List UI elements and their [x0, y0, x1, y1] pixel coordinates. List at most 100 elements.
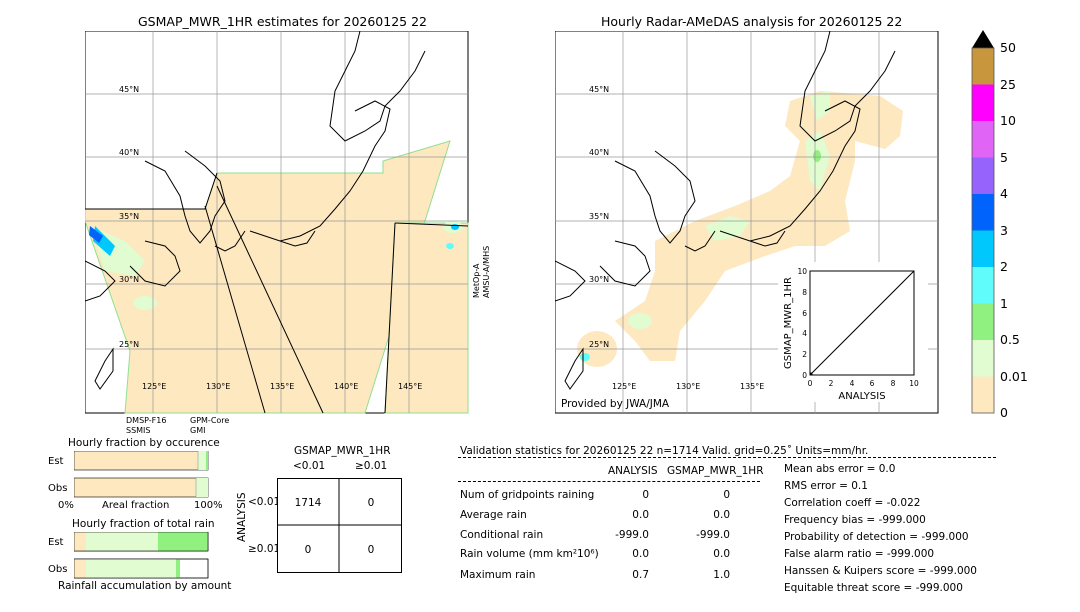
stat-row-analysis: 0: [642, 489, 649, 501]
left-map-title: GSMAP_MWR_1HR estimates for 20260125 22: [138, 14, 427, 29]
colorbar-swatch: [972, 121, 994, 158]
left-lon-label: 145°E: [398, 382, 422, 391]
colorbar-swatch: [972, 48, 994, 85]
occurrence-axis-left: 0%: [58, 500, 74, 511]
stat-row-gsmap: 1.0: [713, 569, 730, 581]
occurrence-axis-mid: Areal fraction: [102, 500, 170, 511]
contingency-title: GSMAP_MWR_1HR: [294, 445, 391, 457]
scatter-y-tick: 2: [802, 350, 807, 359]
colorbar-swatch: [972, 267, 994, 304]
total-row-obs: Obs: [48, 564, 68, 575]
right-lon-label: 130°E: [676, 382, 700, 391]
swath-label-metop: MetOp-A: [472, 263, 481, 298]
stat-row-label: Conditional rain: [460, 529, 544, 541]
scatter-x-tick: 6: [870, 379, 875, 388]
score-line: False alarm ratio = -999.000: [784, 548, 935, 560]
scatter-x-tick: 10: [909, 379, 919, 388]
scatter-x-tick: 0: [808, 379, 813, 388]
occurrence-axis-right: 100%: [194, 500, 223, 511]
contingency-grid: 1714 0 0 0: [277, 478, 402, 573]
score-line: Equitable threat score = -999.000: [784, 582, 963, 594]
contingency-col-header: <0.01: [293, 460, 326, 472]
left-lat-label: 30°N: [119, 275, 139, 284]
contingency-row-axis: ANALYSIS: [236, 492, 248, 542]
score-line: RMS error = 0.1: [784, 480, 868, 492]
scatter-ylabel: GSMAP_MWR_1HR: [783, 277, 794, 369]
scatter-y-tick: 8: [802, 288, 807, 297]
right-lat-label: 40°N: [589, 148, 609, 157]
scatter-x-tick: 4: [850, 379, 855, 388]
right-map-title: Hourly Radar-AMeDAS analysis for 2026012…: [601, 14, 903, 29]
colorbar-swatch: [972, 303, 994, 340]
right-lon-label: 125°E: [612, 382, 636, 391]
occurrence-bars: [74, 451, 209, 498]
stat-row-analysis: -999.0: [615, 529, 649, 541]
colorbar-swatch: [972, 376, 994, 413]
total-caption: Rainfall accumulation by amount: [58, 580, 232, 592]
credit-text: Provided by JWA/JMA: [561, 398, 670, 410]
validation-col-gsmap: GSMAP_MWR_1HR: [667, 465, 764, 477]
swath-label-gmi: GMI: [190, 426, 206, 435]
stat-row-label: Num of gridpoints raining: [460, 489, 595, 501]
validation-header: Validation statistics for 20260125 22 n=…: [460, 445, 869, 457]
stat-row-gsmap: 0.0: [713, 509, 730, 521]
left-lat-label: 35°N: [119, 212, 139, 221]
stat-row-label: Maximum rain: [460, 569, 536, 581]
colorbar-swatch: [972, 230, 994, 267]
score-line: Hanssen & Kuipers score = -999.000: [784, 565, 977, 577]
colorbar-level-label: 2: [1000, 259, 1008, 274]
left-lat-label: 45°N: [119, 85, 139, 94]
stat-row-analysis: 0.0: [632, 548, 649, 560]
colorbar-level-label: 0: [1000, 405, 1008, 420]
stat-row-analysis: 0.0: [632, 509, 649, 521]
scatter-y-tick: 4: [802, 329, 807, 338]
left-lon-label: 125°E: [142, 382, 166, 391]
colorbar-level-label: 10: [1000, 113, 1016, 128]
contingency-cell: 0: [368, 544, 375, 556]
scatter-y-tick: 10: [797, 267, 807, 276]
colorbar-swatch: [972, 84, 994, 121]
scatter-x-tick: 8: [891, 379, 896, 388]
right-lat-label: 25°N: [589, 340, 609, 349]
colorbar-swatch: [972, 194, 994, 231]
scatter-x-tick: 2: [829, 379, 834, 388]
score-line: Correlation coeff = -0.022: [784, 497, 921, 509]
stat-row-gsmap: 0: [723, 489, 730, 501]
validation-subdivider: [458, 481, 760, 482]
validation-divider: [458, 457, 996, 458]
stat-row-label: Average rain: [460, 509, 527, 521]
contingency-cell: 0: [368, 497, 375, 509]
score-line: Probability of detection = -999.000: [784, 531, 969, 543]
left-lat-label: 25°N: [119, 340, 139, 349]
stat-row-label: Rain volume (mm km²10⁶): [460, 548, 599, 560]
left-map: 45°N 40°N 35°N 30°N 25°N 125°E 130°E 135…: [85, 31, 469, 414]
swath-label-gpm: GPM-Core: [190, 416, 230, 425]
right-lat-label: 45°N: [589, 85, 609, 94]
colorbar-level-label: 0.01: [1000, 368, 1028, 384]
right-lat-label: 30°N: [589, 275, 609, 284]
stat-row-analysis: 0.7: [632, 569, 649, 581]
left-lon-label: 140°E: [334, 382, 358, 391]
contingency-cell: 1714: [295, 497, 322, 509]
scatter-y-tick: 0: [802, 371, 807, 380]
swath-label-dmsp: DMSP-F16: [126, 416, 167, 425]
score-line: Frequency bias = -999.000: [784, 514, 926, 526]
colorbar-swatch: [972, 157, 994, 194]
right-lon-label: 135°E: [740, 382, 764, 391]
colorbar-level-label: 5: [1000, 149, 1008, 165]
occurrence-row-est: Est: [48, 456, 64, 467]
contingency-col-header: ≥0.01: [355, 460, 388, 472]
scatter-inset: 0 2 4 6 8 10 0 2 4 6 8 10 ANALYSIS GSMAP…: [778, 262, 928, 402]
left-lon-label: 130°E: [206, 382, 230, 391]
stat-row-gsmap: 0.0: [713, 548, 730, 560]
total-row-est: Est: [48, 537, 64, 548]
right-lat-label: 35°N: [589, 212, 609, 221]
total-title: Hourly fraction of total rain: [72, 518, 215, 530]
scatter-xlabel: ANALYSIS: [838, 391, 885, 402]
stat-row-gsmap: -999.0: [696, 529, 730, 541]
left-lat-label: 40°N: [119, 148, 139, 157]
colorbar-level-label: 25: [1000, 76, 1016, 92]
colorbar-level-label: 4: [1000, 186, 1008, 201]
contingency-row-header: ≥0.01: [248, 543, 281, 555]
score-line: Mean abs error = 0.0: [784, 463, 896, 475]
